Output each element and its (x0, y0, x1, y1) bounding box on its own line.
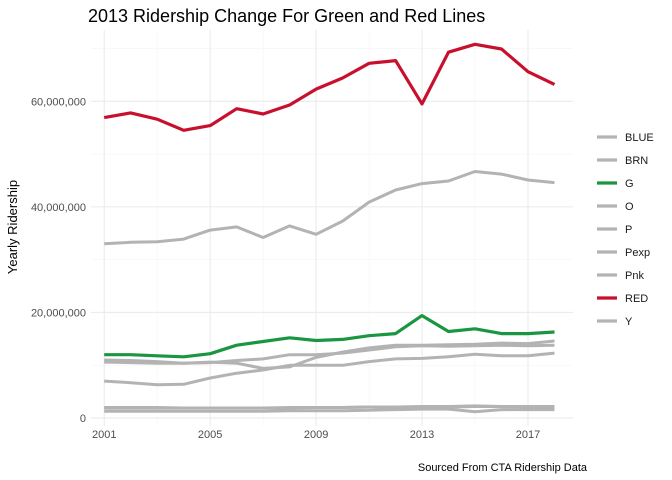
y-tick-label: 20,000,000 (31, 307, 86, 319)
y-tick-label: 60,000,000 (31, 96, 86, 108)
x-tick-label: 2005 (198, 429, 222, 441)
legend-label-red: RED (625, 293, 648, 305)
chart-caption: Sourced From CTA Ridership Data (418, 462, 588, 474)
series-line-pnk (104, 351, 555, 387)
series-line-blue (104, 170, 555, 246)
series-line-g (104, 314, 555, 359)
x-tick-label: 2009 (304, 429, 328, 441)
axis-labels: 2001 2005 2009 2013 2017 0 20,000,000 40,000,00… (31, 96, 540, 441)
legend-label-g: G (625, 178, 634, 190)
x-tick-label: 2001 (92, 429, 116, 441)
y-tick-label: 40,000,000 (31, 202, 86, 214)
y-tick-label: 0 (80, 413, 86, 425)
chart-title: 2013 Ridership Change For Green and Red … (88, 6, 485, 26)
plot-grid (91, 30, 573, 426)
plot-series (103, 42, 556, 414)
legend-label-pexp: Pexp (625, 247, 650, 259)
legend-label-o: O (625, 201, 634, 213)
legend-label-pnk: Pnk (625, 270, 644, 282)
legend-label-brn: BRN (625, 155, 648, 167)
series-line-o (104, 343, 555, 365)
x-tick-label: 2017 (516, 429, 540, 441)
series-line-y (104, 405, 555, 410)
legend-label-p: P (625, 224, 632, 236)
legend-label-blue: BLUE (625, 132, 654, 144)
legend: BLUE BRN GOP Pexp Pnk RED Y (597, 132, 654, 328)
y-axis-label: Yearly Ridership (5, 180, 20, 274)
x-tick-label: 2013 (410, 429, 434, 441)
series-line-red (103, 42, 556, 132)
series-line-p (104, 407, 555, 414)
legend-label-y: Y (625, 316, 633, 328)
